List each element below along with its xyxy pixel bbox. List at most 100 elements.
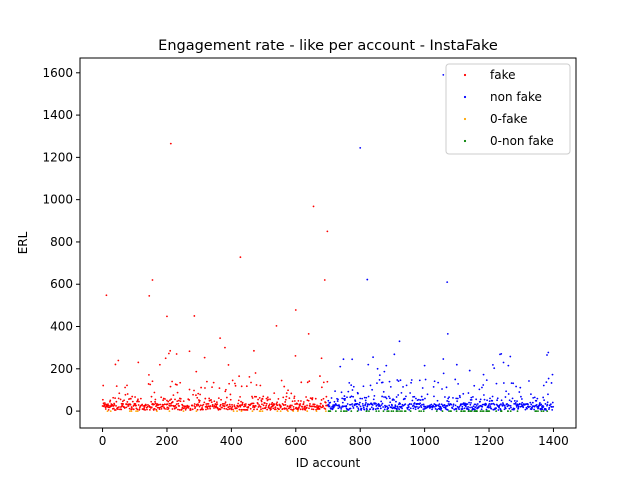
data-point-non-fake (433, 380, 436, 383)
data-point-fake (107, 406, 110, 409)
data-point-fake (244, 403, 247, 405)
data-point-fake (169, 349, 172, 352)
data-point-fake (238, 408, 241, 411)
data-point-fake (126, 393, 129, 395)
data-point-non-fake (509, 355, 512, 358)
data-point-fake (225, 388, 227, 391)
data-point-fake (208, 397, 211, 400)
data-point-fake (188, 388, 191, 391)
data-point-fake (160, 407, 163, 410)
data-point-0-non-fake (409, 410, 412, 412)
data-point-non-fake (542, 396, 545, 399)
data-point-non-fake (381, 381, 384, 384)
data-point-non-fake (396, 408, 398, 411)
data-point-0-fake (195, 410, 198, 412)
data-point-fake (143, 406, 146, 408)
x-tick-label: 800 (349, 434, 372, 448)
data-point-non-fake (378, 404, 381, 406)
chart-title: Engagement rate - like per account - Ins… (158, 38, 498, 54)
data-point-fake (261, 398, 264, 400)
data-point-fake (159, 403, 162, 406)
data-point-non-fake (467, 392, 470, 394)
data-point-non-fake (500, 403, 502, 406)
data-point-non-fake (468, 401, 470, 404)
data-point-non-fake (458, 394, 461, 397)
data-point-non-fake (440, 407, 443, 410)
data-point-0-non-fake (344, 410, 346, 412)
data-point-fake (300, 381, 303, 384)
data-point-non-fake (463, 407, 466, 410)
data-point-non-fake (454, 404, 457, 407)
data-point-non-fake (545, 381, 548, 384)
legend-label: fake (490, 68, 515, 82)
data-point-0-non-fake (340, 410, 342, 412)
data-point-non-fake (420, 406, 423, 409)
data-point-non-fake (481, 386, 483, 389)
data-point-fake (150, 395, 153, 398)
data-point-fake (167, 407, 170, 409)
data-point-fake (301, 406, 304, 408)
data-point-non-fake (389, 401, 392, 404)
data-point-non-fake (362, 385, 365, 388)
data-point-fake (157, 403, 160, 406)
data-point-fake (231, 405, 234, 408)
data-point-fake (256, 402, 259, 405)
y-tick-label: 800 (50, 235, 73, 249)
data-point-fake (260, 408, 262, 411)
data-point-non-fake (415, 397, 417, 400)
data-point-0-non-fake (509, 410, 512, 412)
data-point-non-fake (372, 398, 375, 401)
data-point-fake (292, 405, 295, 408)
data-point-0-non-fake (345, 410, 348, 412)
data-point-non-fake (495, 382, 498, 385)
data-point-non-fake (456, 397, 459, 400)
data-point-fake (183, 407, 186, 409)
data-point-non-fake (383, 396, 385, 398)
data-point-fake (224, 402, 226, 405)
data-point-fake (273, 392, 276, 395)
data-point-non-fake (540, 403, 543, 406)
data-point-fake (255, 395, 258, 398)
x-tick-label: 600 (284, 434, 307, 448)
data-point-fake (163, 403, 166, 406)
data-point-fake (209, 407, 212, 410)
data-point-fake (153, 403, 155, 406)
data-point-fake (124, 393, 127, 396)
data-point-fake (235, 407, 238, 410)
data-point-fake (184, 408, 187, 411)
data-point-0-non-fake (455, 410, 458, 412)
data-point-fake (306, 381, 309, 384)
data-point-fake (233, 404, 236, 407)
data-point-non-fake (461, 405, 464, 408)
data-point-non-fake (490, 407, 493, 410)
data-point-fake (204, 397, 207, 400)
data-point-non-fake (339, 365, 342, 368)
data-point-0-fake (128, 410, 131, 412)
data-point-fake (138, 400, 140, 403)
data-point-non-fake (537, 406, 540, 409)
data-point-fake (174, 398, 176, 401)
data-point-fake (293, 400, 296, 402)
data-point-non-fake (504, 396, 507, 398)
data-point-0-fake (276, 410, 279, 412)
data-point-fake (325, 395, 328, 398)
data-point-fake (148, 374, 150, 376)
legend: fake non fake 0-fake 0-non fake (445, 63, 571, 155)
data-point-fake (262, 407, 264, 410)
data-point-non-fake (552, 405, 555, 408)
data-point-non-fake (404, 397, 406, 400)
data-point-non-fake (405, 395, 407, 398)
data-point-fake (219, 403, 222, 406)
data-point-non-fake (528, 380, 530, 382)
data-point-fake (263, 402, 266, 404)
legend-label: 0-fake (490, 112, 527, 126)
data-point-non-fake (445, 386, 448, 389)
data-point-non-fake (389, 386, 392, 388)
data-point-non-fake (507, 393, 510, 395)
data-point-fake (210, 398, 212, 401)
y-tick-label: 1600 (42, 66, 73, 80)
data-point-fake (268, 407, 271, 410)
data-point-non-fake (502, 382, 505, 384)
data-point-0-non-fake (486, 410, 489, 412)
data-point-fake (202, 403, 205, 406)
